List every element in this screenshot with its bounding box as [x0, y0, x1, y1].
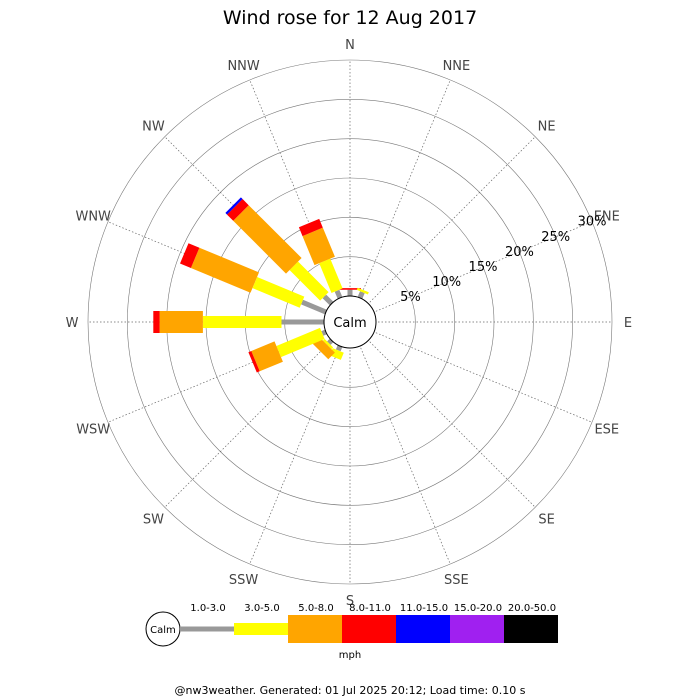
- legend-label: 3.0-5.0: [244, 603, 279, 614]
- legend-swatch-11.0-15.0: [396, 615, 450, 643]
- legend-label: 20.0-50.0: [508, 603, 556, 614]
- legend-swatch-3.0-5.0: [234, 623, 288, 635]
- bar-nnw-3.0-5.0: [319, 258, 343, 293]
- grid-spoke: [349, 321, 536, 508]
- legend-swatch-15.0-20.0: [450, 615, 504, 643]
- direction-label-ssw: SSW: [229, 573, 259, 588]
- direction-label-wnw: WNW: [75, 210, 111, 225]
- direction-label-s: S: [346, 594, 354, 609]
- grid-spoke: [349, 321, 451, 565]
- grid-ring: [127, 99, 573, 545]
- direction-label-ese: ESE: [594, 422, 619, 437]
- bar-sw-1.0-3.0: [327, 338, 334, 345]
- bar-wnw-3.0-5.0: [252, 277, 305, 308]
- legend-swatch-5.0-8.0: [288, 615, 342, 643]
- bar-nw-3.0-5.0: [289, 261, 329, 301]
- bar-wsw-8.0-11.0: [248, 351, 260, 373]
- calm-circle: [323, 295, 377, 349]
- legend-calm-label: Calm: [150, 625, 176, 636]
- direction-label-sse: SSE: [444, 573, 469, 588]
- bar-nw-5.0-8.0: [233, 205, 302, 274]
- percent-label: 25%: [541, 230, 570, 245]
- footer-text: @nw3weather. Generated: 01 Jul 2025 20:1…: [174, 684, 526, 697]
- chart-title: Wind rose for 12 Aug 2017: [223, 7, 477, 29]
- bar-wsw-5.0-8.0: [251, 341, 283, 372]
- direction-label-nne: NNE: [443, 59, 471, 74]
- grid-ring: [87, 59, 613, 585]
- legend-label: 5.0-8.0: [298, 603, 333, 614]
- direction-label-se: SE: [538, 513, 554, 528]
- percent-label: 20%: [505, 245, 534, 260]
- direction-label-w: W: [66, 316, 79, 331]
- grid-spoke: [349, 221, 593, 323]
- percent-label: 30%: [578, 215, 607, 230]
- bar-w-8.0-11.0: [153, 311, 160, 333]
- direction-labels: N NNE NE ENE E ESE SE SSE S SSW SW WSW W WNW NW NNW: [66, 38, 633, 609]
- legend-label: 15.0-20.0: [454, 603, 502, 614]
- grid-spoke: [349, 321, 593, 423]
- bar-nnw-8.0-11.0: [298, 218, 323, 237]
- direction-label-sw: SW: [143, 513, 164, 528]
- grid-spoke: [107, 321, 351, 423]
- direction-label-nnw: NNW: [227, 59, 259, 74]
- legend: Calm 1.0-3.0 3.0-5.0 5.0-8.0 8.0-11.0 11.0-15…: [145, 603, 558, 661]
- bar-w-3.0-5.0: [202, 316, 282, 328]
- percent-label: 5%: [400, 290, 421, 305]
- direction-label-wsw: WSW: [76, 422, 110, 437]
- bar-nnw-5.0-8.0: [302, 227, 335, 266]
- bar-nne-1.0-3.0: [357, 291, 365, 299]
- legend-swatch-8.0-11.0: [342, 615, 396, 643]
- grid-spoke: [349, 136, 536, 323]
- percent-label: 10%: [432, 275, 461, 290]
- direction-label-nw: NW: [142, 119, 165, 134]
- wind-rose-bars: [153, 197, 369, 373]
- grid-spoke: [164, 321, 351, 508]
- grid-spoke: [349, 79, 451, 323]
- bar-wnw-5.0-8.0: [190, 247, 259, 293]
- legend-label: 1.0-3.0: [190, 603, 225, 614]
- bar-wnw-8.0-11.0: [180, 243, 200, 268]
- bar-w-1.0-3.0: [281, 319, 324, 325]
- bar-w-5.0-8.0: [159, 311, 203, 333]
- bar-nw-11.0-15.0: [225, 197, 243, 215]
- percent-label: 15%: [469, 260, 498, 275]
- bar-nw-1.0-3.0: [322, 294, 334, 306]
- grid-spoke: [249, 79, 351, 323]
- legend-label: 11.0-15.0: [400, 603, 448, 614]
- bar-sw-5.0-8.0: [312, 337, 335, 360]
- bar-wsw-3.0-5.0: [276, 327, 325, 358]
- direction-label-n: N: [345, 38, 355, 53]
- polar-grid: [87, 59, 613, 585]
- grid-spoke: [249, 321, 351, 565]
- direction-label-ne: NE: [538, 119, 556, 134]
- direction-label-ene: ENE: [594, 210, 620, 225]
- calm-center: Calm: [323, 295, 377, 349]
- calm-label: Calm: [333, 316, 366, 331]
- bar-n-1.0-3.0: [347, 289, 353, 296]
- bar-wnw-1.0-3.0: [301, 299, 327, 315]
- bar-nw-8.0-11.0: [227, 199, 249, 221]
- bar-nne-3.0-5.0: [356, 287, 369, 295]
- legend-swatch-20.0-50.0: [504, 615, 558, 643]
- legend-label: 8.0-11.0: [349, 603, 391, 614]
- direction-label-e: E: [624, 316, 632, 331]
- bar-n-8.0-11.0: [339, 288, 361, 290]
- bar-sw-3.0-5.0: [322, 338, 334, 350]
- legend-swatch-1.0-3.0: [180, 626, 234, 632]
- percent-labels: 5% 10% 15% 20% 25% 30%: [400, 215, 606, 305]
- bar-nnw-1.0-3.0: [334, 289, 343, 299]
- legend-unit-label: mph: [339, 650, 361, 661]
